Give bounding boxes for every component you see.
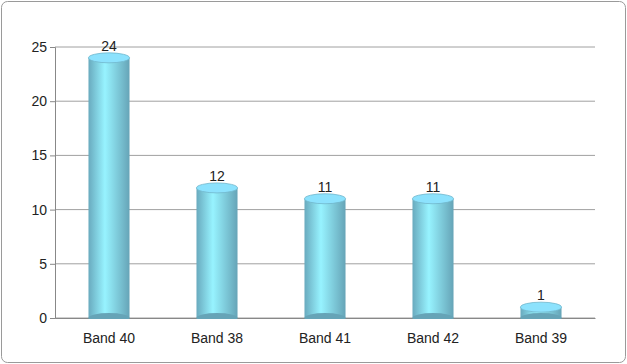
y-tick-mark — [50, 318, 55, 319]
y-tick-label: 5 — [39, 256, 47, 272]
y-tick: 0 — [39, 310, 55, 326]
y-tick: 25 — [31, 39, 55, 55]
x-tick: Band 42 — [407, 318, 459, 346]
bar — [304, 199, 345, 318]
y-tick-mark — [50, 47, 55, 48]
bar-top — [88, 53, 129, 63]
bar — [412, 199, 453, 318]
grid-line — [55, 155, 595, 156]
data-label: 11 — [426, 179, 441, 195]
bar-top — [412, 194, 453, 204]
x-tick: Band 40 — [83, 318, 135, 346]
y-axis-line — [50, 48, 56, 319]
bar-top — [196, 183, 237, 193]
y-tick-label: 0 — [39, 310, 47, 326]
y-tick-mark — [50, 101, 55, 102]
data-label: 24 — [101, 38, 117, 54]
bar-base — [196, 313, 237, 319]
bar-base — [304, 313, 345, 319]
y-tick: 10 — [31, 202, 55, 218]
bar-group — [88, 53, 129, 319]
bar-group — [412, 194, 453, 319]
x-tick-label: Band 39 — [515, 330, 567, 346]
bar-base — [520, 313, 561, 319]
bar-group — [304, 194, 345, 319]
x-tick: Band 38 — [191, 318, 243, 346]
bars — [88, 53, 561, 319]
data-label: 11 — [318, 179, 333, 195]
chart-frame — [2, 2, 626, 363]
x-axis: Band 40 Band 38 Band 41 Band 42 Band 39 — [56, 318, 596, 346]
x-tick-label: Band 38 — [191, 330, 243, 346]
bar-group — [520, 302, 561, 319]
x-tick-label: Band 41 — [299, 330, 351, 346]
grid-line — [55, 101, 595, 102]
data-labels: 241211111 — [101, 38, 545, 303]
grid-line — [55, 47, 595, 48]
y-tick: 5 — [39, 256, 55, 272]
data-label: 12 — [209, 168, 225, 184]
x-tick-label: Band 40 — [83, 330, 135, 346]
bar-base — [88, 313, 129, 319]
y-tick-label: 15 — [31, 147, 47, 163]
grid — [55, 47, 595, 318]
x-tick-label: Band 42 — [407, 330, 459, 346]
bar-group — [196, 183, 237, 319]
y-tick-label: 10 — [31, 202, 47, 218]
x-tick: Band 39 — [515, 318, 567, 346]
data-label: 1 — [537, 287, 545, 303]
y-tick-mark — [50, 210, 55, 211]
plot: 0510152025Band 40Band 38Band 41Band 42Ba… — [31, 38, 595, 347]
bar-base — [412, 313, 453, 319]
y-tick-mark — [50, 264, 55, 265]
y-tick-label: 25 — [31, 39, 47, 55]
bar — [88, 58, 129, 318]
y-tick-label: 20 — [31, 93, 47, 109]
y-tick-mark — [50, 155, 55, 156]
bar-top — [304, 194, 345, 204]
bar — [196, 188, 237, 318]
bar-top — [520, 302, 561, 312]
y-tick: 20 — [31, 93, 55, 109]
y-tick: 15 — [31, 147, 55, 163]
y-axis: 0 5 10 15 20 25 — [31, 39, 55, 326]
x-tick: Band 41 — [299, 318, 351, 346]
chart: 0510152025Band 40Band 38Band 41Band 42Ba… — [0, 0, 627, 364]
